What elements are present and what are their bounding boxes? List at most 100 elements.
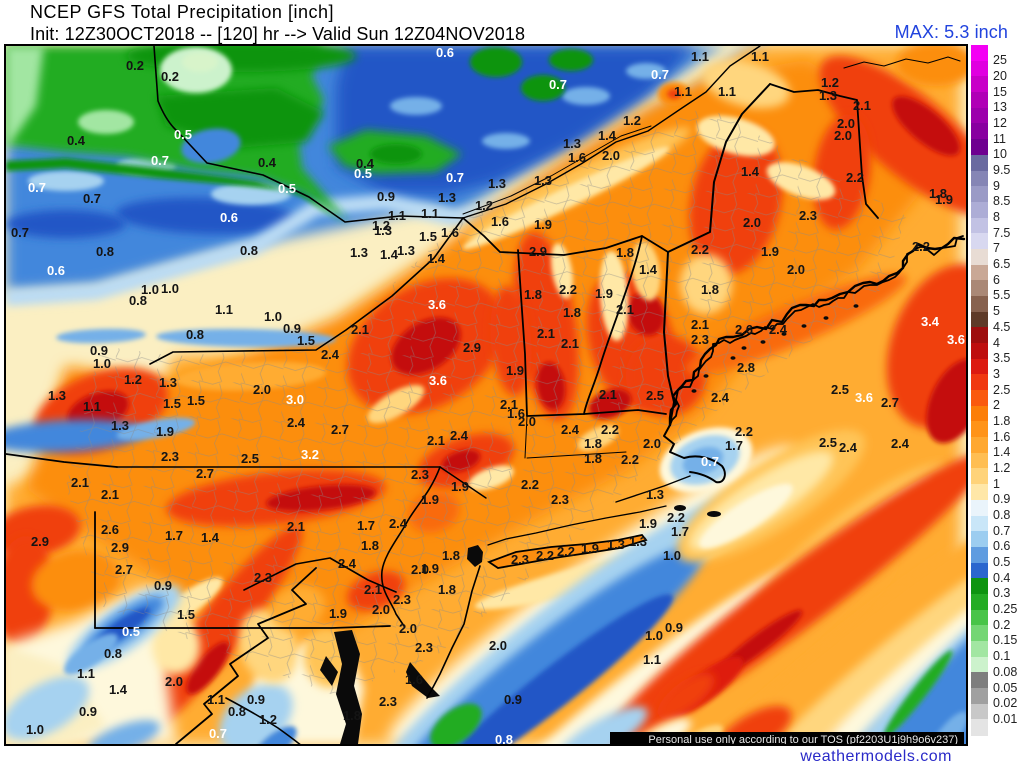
- svg-text:1.4: 1.4: [109, 682, 128, 697]
- svg-text:0.5: 0.5: [354, 166, 372, 181]
- svg-text:2.2: 2.2: [521, 477, 539, 492]
- svg-text:1.8: 1.8: [701, 282, 719, 297]
- svg-text:1.0: 1.0: [663, 548, 681, 563]
- svg-text:1.1: 1.1: [388, 208, 406, 223]
- svg-text:1.9: 1.9: [935, 192, 953, 207]
- svg-text:0.7: 0.7: [651, 67, 669, 82]
- svg-text:0.6: 0.6: [47, 263, 65, 278]
- svg-text:3.6: 3.6: [855, 390, 873, 405]
- svg-text:0.2: 0.2: [126, 58, 144, 73]
- svg-text:0.7: 0.7: [209, 726, 227, 741]
- svg-text:0.7: 0.7: [83, 191, 101, 206]
- svg-text:0.7: 0.7: [701, 454, 719, 469]
- svg-text:1.9: 1.9: [761, 244, 779, 259]
- svg-text:1.2: 1.2: [475, 198, 493, 213]
- svg-text:0.8: 0.8: [186, 327, 204, 342]
- svg-text:2.3: 2.3: [511, 552, 529, 567]
- svg-text:1.3: 1.3: [438, 190, 456, 205]
- svg-text:1.0: 1.0: [26, 722, 44, 737]
- svg-text:0.5: 0.5: [174, 127, 192, 142]
- svg-text:0.8: 0.8: [240, 243, 258, 258]
- svg-text:1.8: 1.8: [361, 538, 379, 553]
- svg-text:1.6: 1.6: [405, 672, 423, 687]
- svg-text:2.0: 2.0: [489, 638, 507, 653]
- svg-text:1.1: 1.1: [643, 652, 661, 667]
- svg-text:2.5: 2.5: [819, 435, 837, 450]
- svg-text:2.3: 2.3: [254, 570, 272, 585]
- svg-text:2.0: 2.0: [602, 148, 620, 163]
- svg-text:1.8: 1.8: [343, 708, 361, 723]
- svg-text:1.8: 1.8: [929, 186, 947, 201]
- svg-text:1.3: 1.3: [397, 243, 415, 258]
- svg-text:2.0: 2.0: [518, 414, 536, 429]
- svg-text:2.4: 2.4: [338, 556, 357, 571]
- svg-text:1.5: 1.5: [419, 229, 437, 244]
- svg-text:0.5: 0.5: [278, 181, 296, 196]
- svg-text:3.6: 3.6: [428, 297, 446, 312]
- svg-text:1.7: 1.7: [671, 524, 689, 539]
- svg-text:1.3: 1.3: [819, 88, 837, 103]
- svg-text:1.0: 1.0: [645, 628, 663, 643]
- svg-text:1.1: 1.1: [421, 206, 439, 221]
- svg-text:1.1: 1.1: [691, 49, 709, 64]
- svg-text:1.9: 1.9: [581, 541, 599, 556]
- svg-text:3.6: 3.6: [429, 373, 447, 388]
- svg-text:2.3: 2.3: [379, 694, 397, 709]
- svg-text:1.9: 1.9: [156, 424, 174, 439]
- svg-text:1.9: 1.9: [506, 363, 524, 378]
- svg-text:2.6: 2.6: [101, 522, 119, 537]
- svg-text:2.3: 2.3: [799, 208, 817, 223]
- svg-text:1.2: 1.2: [623, 113, 641, 128]
- svg-text:2.1: 2.1: [427, 433, 445, 448]
- svg-text:0.8: 0.8: [104, 646, 122, 661]
- svg-text:2.9: 2.9: [31, 534, 49, 549]
- svg-text:1.0: 1.0: [264, 309, 282, 324]
- svg-text:1.3: 1.3: [350, 245, 368, 260]
- svg-text:2.4: 2.4: [711, 390, 730, 405]
- svg-text:1.1: 1.1: [751, 49, 769, 64]
- svg-text:2.0: 2.0: [165, 674, 183, 689]
- svg-text:2.9: 2.9: [111, 540, 129, 555]
- svg-text:2.0: 2.0: [834, 128, 852, 143]
- svg-text:0.7: 0.7: [549, 77, 567, 92]
- svg-text:1.4: 1.4: [380, 247, 399, 262]
- svg-text:0.8: 0.8: [228, 704, 246, 719]
- svg-text:0.4: 0.4: [258, 155, 277, 170]
- svg-text:0.6: 0.6: [436, 46, 454, 60]
- svg-text:1.6: 1.6: [491, 214, 509, 229]
- svg-text:1.2: 1.2: [259, 712, 277, 727]
- svg-text:1.8: 1.8: [524, 287, 542, 302]
- svg-text:2.6: 2.6: [735, 322, 753, 337]
- svg-text:1.9: 1.9: [534, 217, 552, 232]
- svg-text:1.3: 1.3: [607, 537, 625, 552]
- svg-text:0.7: 0.7: [446, 170, 464, 185]
- svg-text:2.2: 2.2: [536, 548, 554, 563]
- svg-text:1.9: 1.9: [451, 479, 469, 494]
- svg-text:1.3: 1.3: [159, 375, 177, 390]
- svg-text:1.8: 1.8: [438, 582, 456, 597]
- svg-text:2.7: 2.7: [196, 466, 214, 481]
- svg-text:0.9: 0.9: [247, 692, 265, 707]
- svg-text:2.1: 2.1: [616, 302, 634, 317]
- svg-text:1.9: 1.9: [421, 492, 439, 507]
- svg-text:2.4: 2.4: [389, 516, 408, 531]
- svg-text:2.1: 2.1: [500, 397, 518, 412]
- svg-text:2.0: 2.0: [399, 621, 417, 636]
- svg-text:1.7: 1.7: [165, 528, 183, 543]
- svg-text:1.8: 1.8: [584, 451, 602, 466]
- svg-text:2.3: 2.3: [411, 467, 429, 482]
- svg-text:2.1: 2.1: [351, 322, 369, 337]
- svg-text:1.0: 1.0: [161, 281, 179, 296]
- svg-text:2.4: 2.4: [561, 422, 580, 437]
- svg-text:2.1: 2.1: [101, 487, 119, 502]
- svg-text:3.4: 3.4: [921, 314, 940, 329]
- svg-text:1.3: 1.3: [534, 173, 552, 188]
- svg-text:1.9: 1.9: [421, 561, 439, 576]
- svg-text:1.1: 1.1: [207, 692, 225, 707]
- svg-text:3.0: 3.0: [286, 392, 304, 407]
- svg-text:2.2: 2.2: [691, 242, 709, 257]
- svg-text:1.0: 1.0: [93, 356, 111, 371]
- svg-text:2.2: 2.2: [621, 452, 639, 467]
- svg-text:1.3: 1.3: [939, 46, 957, 47]
- svg-text:2.2: 2.2: [667, 510, 685, 525]
